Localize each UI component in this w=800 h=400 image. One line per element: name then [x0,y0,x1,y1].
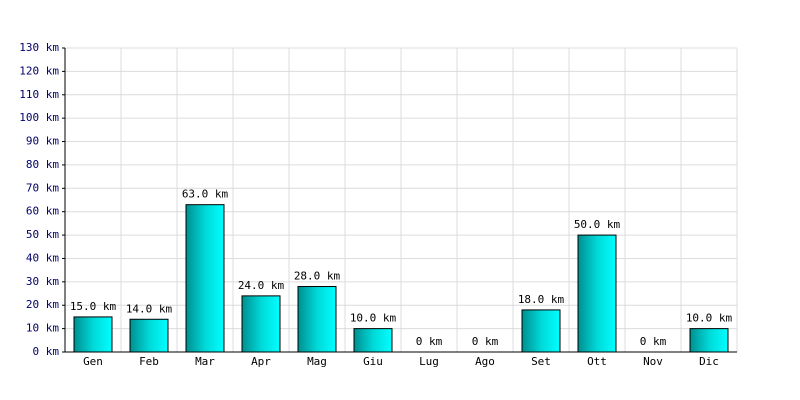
y-tick-label: 90 km [26,135,59,148]
y-tick-label: 30 km [26,275,59,288]
value-label: 15.0 km [70,300,117,313]
x-tick-label: Set [531,355,551,368]
x-tick-label: Lug [419,355,439,368]
bar [577,234,617,353]
x-tick-label: Feb [139,355,159,368]
y-tick-label: 20 km [26,298,59,311]
value-label: 0 km [640,335,667,348]
bar [689,328,729,353]
y-tick-label: 80 km [26,158,59,171]
x-tick-label: Ago [475,355,495,368]
bar [73,316,113,353]
bar [241,295,281,353]
x-tick-label: Mar [195,355,215,368]
x-tick-label: Giu [363,355,383,368]
bar [521,309,561,353]
y-tick-label: 130 km [19,41,59,54]
bar [185,204,225,353]
value-label: 50.0 km [574,218,621,231]
value-label: 0 km [472,335,499,348]
y-tick-label: 120 km [19,64,59,77]
y-tick-label: 100 km [19,111,59,124]
x-tick-label: Nov [643,355,663,368]
x-tick-label: Apr [251,355,271,368]
x-tick-label: Mag [307,355,327,368]
y-tick-label: 60 km [26,205,59,218]
bar [129,318,169,353]
value-label: 24.0 km [238,279,285,292]
value-label: 0 km [416,335,443,348]
y-tick-label: 0 km [33,345,60,358]
x-tick-label: Ott [587,355,607,368]
value-label: 28.0 km [294,270,341,283]
value-label: 63.0 km [182,188,229,201]
value-label: 18.0 km [518,293,565,306]
y-tick-label: 10 km [26,322,59,335]
y-tick-label: 70 km [26,181,59,194]
y-tick-label: 50 km [26,228,59,241]
x-tick-label: Gen [83,355,103,368]
value-label: 10.0 km [686,312,733,325]
x-tick-label: Dic [699,355,719,368]
y-tick-label: 40 km [26,251,59,264]
bar [297,286,337,353]
value-label: 14.0 km [126,302,173,315]
value-label: 10.0 km [350,312,397,325]
y-tick-label: 110 km [19,88,59,101]
bar [353,328,393,353]
